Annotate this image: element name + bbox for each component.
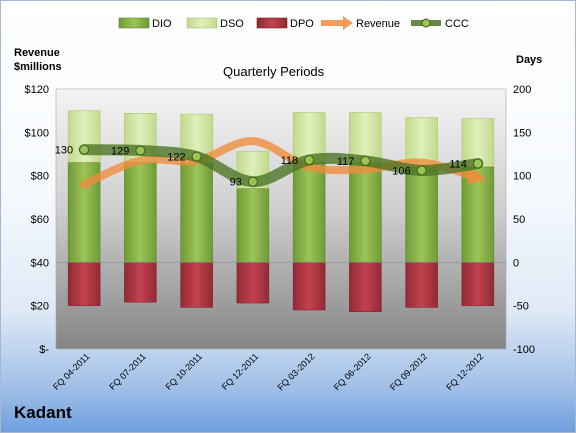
- legend-ccc-label: CCC: [445, 18, 469, 30]
- ccc-marker: [247, 176, 258, 187]
- ccc-marker: [79, 144, 90, 155]
- right-tick-label: 200: [513, 84, 531, 96]
- ccc-data-label: 93: [230, 177, 242, 189]
- legend-revenue-label: Revenue: [356, 18, 400, 30]
- x-tick-label: FQ 03-2012: [276, 351, 317, 392]
- dio-bar: [236, 188, 270, 263]
- ccc-data-label: 129: [111, 146, 129, 158]
- dio-bar: [124, 162, 157, 263]
- ccc-data-label: 106: [392, 165, 410, 177]
- legend-dio-swatch: [118, 17, 150, 29]
- left-tick-label: $120: [25, 84, 49, 96]
- dpo-bar: [67, 262, 101, 306]
- plot-area: [55, 88, 507, 350]
- ccc-marker: [360, 155, 371, 166]
- left-tick-label: $60: [31, 214, 49, 226]
- x-tick-label: FQ 06-2012: [332, 351, 373, 392]
- dpo-bar: [180, 262, 213, 308]
- x-tick-label: FQ 10-2011: [163, 351, 204, 392]
- ccc-data-label: 114: [449, 159, 467, 171]
- legend-dio-label: DIO: [152, 18, 172, 30]
- dso-bar: [349, 112, 382, 163]
- ccc-marker: [416, 165, 427, 176]
- left-tick-label: $40: [31, 257, 49, 269]
- legend-ccc-marker: [421, 18, 431, 28]
- legend-dpo-label: DPO: [290, 18, 314, 30]
- right-tick-label: 100: [513, 171, 531, 183]
- ccc-data-label: 117: [337, 156, 355, 168]
- right-tick-label: 50: [513, 214, 525, 226]
- left-tick-label: $-: [39, 344, 49, 356]
- legend-revenue-arrowhead: [343, 16, 353, 30]
- dio-bar: [405, 166, 438, 263]
- dio-bar: [349, 162, 382, 263]
- ccc-data-label: 122: [167, 152, 185, 164]
- ccc-marker: [135, 145, 146, 156]
- ccc-data-label: 130: [55, 145, 73, 157]
- left-axis-title-line2: $millions: [14, 61, 62, 73]
- dpo-bar: [405, 262, 438, 308]
- legend-dso-swatch: [186, 17, 218, 29]
- x-tick-label: FQ 12-2012: [444, 351, 485, 392]
- ccc-marker: [304, 155, 315, 166]
- x-tick-label: FQ 12-2011: [220, 351, 261, 392]
- legend-dpo-swatch: [256, 17, 288, 29]
- ccc-marker: [191, 151, 202, 162]
- revenue-line: [80, 137, 487, 189]
- dpo-bar: [292, 262, 326, 311]
- right-axis-title: Days: [516, 54, 543, 66]
- left-axis-title-line1: Revenue: [14, 47, 60, 59]
- left-tick-label: $80: [31, 171, 49, 183]
- dpo-bar: [124, 262, 157, 303]
- dpo-bar: [461, 262, 495, 306]
- left-tick-label: $20: [31, 301, 49, 313]
- x-tick-label: FQ 07-2011: [107, 351, 148, 392]
- right-tick-label: 0: [513, 257, 519, 269]
- company-name: Kadant: [14, 403, 72, 422]
- ccc-marker: [472, 158, 483, 169]
- dio-bar: [180, 162, 213, 263]
- dpo-bar: [349, 262, 382, 312]
- x-tick-label: FQ 04-2011: [51, 351, 92, 392]
- legend-dso-label: DSO: [220, 18, 244, 30]
- ccc-line: [78, 144, 484, 188]
- ccc-data-label: 118: [281, 155, 299, 167]
- chart-title: Quarterly Periods: [223, 64, 325, 79]
- right-tick-label: -50: [513, 301, 529, 313]
- x-tick-label: FQ 09-2012: [388, 351, 429, 392]
- dio-bar: [292, 162, 326, 263]
- dpo-bar: [236, 262, 270, 304]
- right-tick-label: 150: [513, 127, 531, 139]
- left-tick-label: $100: [25, 127, 49, 139]
- right-tick-label: -100: [513, 344, 535, 356]
